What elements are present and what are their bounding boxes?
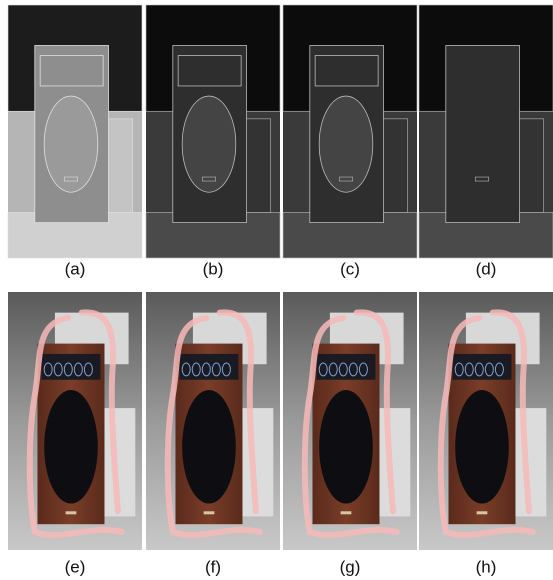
panel-label: (h): [476, 557, 497, 576]
panel: [146, 292, 280, 550]
panel-label: (g): [340, 557, 361, 576]
panel: [8, 5, 142, 258]
figure: (a) (b) (c) (d) (e) (f) (g) (h): [0, 0, 553, 580]
panel: [8, 292, 142, 550]
segment-side: [109, 119, 133, 213]
panel: [419, 5, 553, 258]
panel-label: (b): [203, 259, 224, 278]
speaker-grille: [455, 390, 509, 504]
panel: [419, 292, 553, 550]
panel: [146, 5, 280, 258]
speaker-logo: [341, 511, 352, 514]
segment-side: [247, 119, 271, 213]
speaker-logo: [477, 511, 488, 514]
segment-side: [384, 119, 408, 213]
segment-oval: [182, 96, 236, 192]
panel: [283, 5, 417, 258]
speaker-grille: [182, 390, 236, 504]
panel-label: (a): [65, 259, 86, 278]
panel-label: (f): [205, 557, 221, 576]
segment-oval: [319, 96, 373, 192]
panel-label: (e): [65, 557, 86, 576]
segment-object: [446, 45, 520, 222]
speaker-logo: [204, 511, 215, 514]
segment-oval: [44, 96, 98, 192]
speaker-grille: [44, 390, 98, 504]
speaker-grille: [319, 390, 373, 504]
panel-label: (d): [476, 259, 497, 278]
panel-label: (c): [340, 259, 360, 278]
speaker-logo: [66, 511, 77, 514]
segment-side: [520, 119, 544, 213]
panel: [283, 292, 417, 550]
